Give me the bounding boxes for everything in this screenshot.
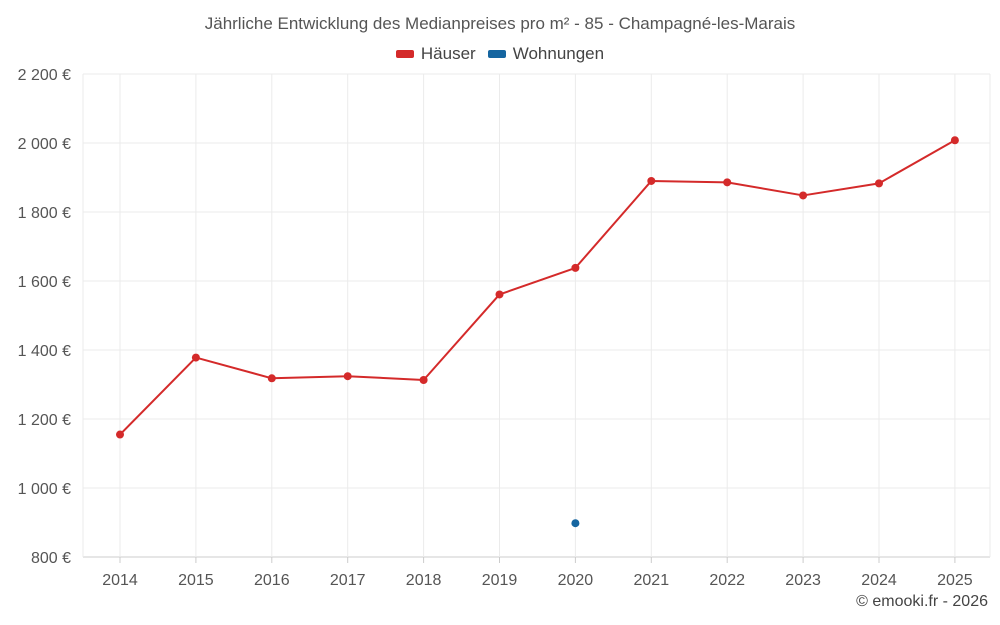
x-tick-label: 2018 [406, 572, 442, 589]
x-tick-label: 2025 [937, 572, 973, 589]
data-point-haeuser [267, 374, 276, 383]
x-tick-label: 2016 [254, 572, 290, 589]
x-tick-label: 2017 [330, 572, 366, 589]
legend-label-haeuser: Häuser [420, 44, 476, 63]
data-point-haeuser [419, 376, 428, 385]
x-tick-label: 2019 [482, 572, 518, 589]
x-tick-label: 2020 [558, 572, 594, 589]
data-point-haeuser [875, 179, 883, 188]
x-tick-label: 2021 [634, 572, 670, 589]
x-tick-label: 2024 [861, 572, 897, 589]
legend-item-haeuser[interactable]: Häuser [395, 44, 476, 64]
y-tick-label: 1 600 € [18, 274, 71, 291]
data-point-wohnungen [571, 519, 580, 528]
x-tick-label: 2022 [709, 572, 745, 589]
y-tick-label: 2 200 € [18, 67, 71, 84]
x-tick-label: 2014 [102, 572, 138, 589]
data-point-haeuser [799, 191, 808, 200]
data-point-haeuser [191, 353, 200, 362]
data-point-haeuser [723, 178, 732, 187]
legend-label-wohnungen: Wohnungen [512, 44, 605, 63]
data-point-haeuser [647, 176, 656, 185]
data-point-haeuser [950, 136, 959, 145]
data-point-haeuser [343, 372, 352, 381]
y-tick-label: 1 000 € [18, 481, 71, 498]
legend-swatch-haeuser [395, 50, 414, 58]
y-tick-label: 1 400 € [18, 343, 71, 360]
chart-title: Jährliche Entwicklung des Medianpreises … [204, 14, 796, 33]
legend-swatch-wohnungen [487, 50, 506, 58]
x-tick-label: 2023 [785, 572, 821, 589]
data-point-haeuser [495, 290, 504, 299]
copyright-watermark: © emooki.fr - 2026 [856, 593, 988, 610]
y-tick-label: 800 € [31, 550, 71, 567]
data-point-haeuser [571, 263, 580, 272]
legend: Häuser Wohnungen [0, 44, 1000, 64]
legend-item-wohnungen[interactable]: Wohnungen [487, 44, 605, 64]
y-tick-label: 1 200 € [18, 412, 71, 429]
series-line-haeuser [119, 139, 956, 436]
y-tick-label: 2 000 € [18, 136, 71, 153]
x-tick-label: 2015 [178, 572, 214, 589]
y-tick-label: 1 800 € [18, 205, 71, 222]
data-point-haeuser [116, 430, 124, 439]
